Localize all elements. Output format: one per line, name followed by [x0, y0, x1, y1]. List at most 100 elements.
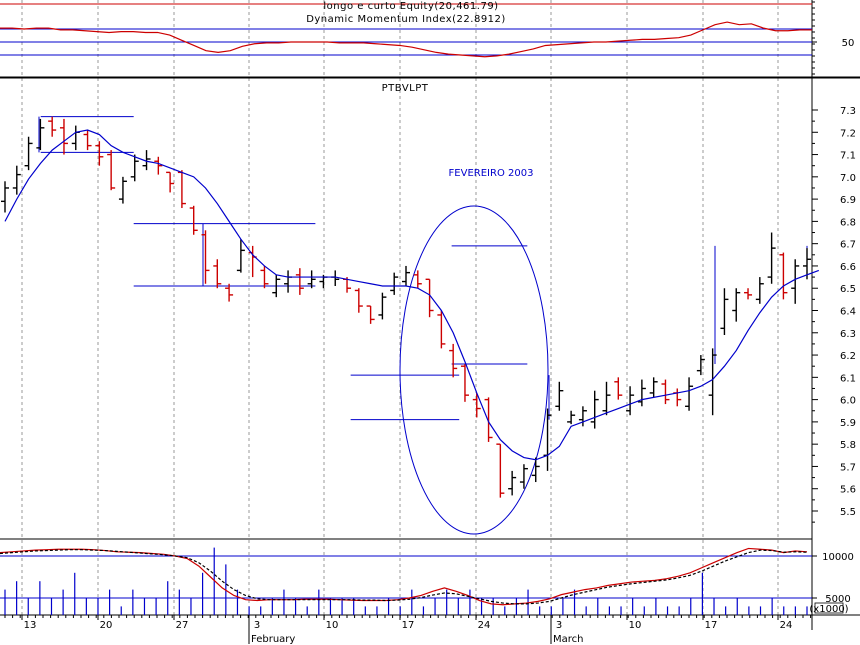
ohlc-bar [36, 118, 45, 151]
equity-header: longo e curto Equity(20,461.79) [323, 1, 498, 12]
ohlc-bar [366, 305, 375, 324]
ohlc-bar [260, 265, 269, 289]
ohlc-bar [767, 232, 776, 284]
x-tick-label: 20 [100, 620, 113, 631]
ohlc-bar [437, 310, 446, 349]
x-tick-label: 27 [176, 620, 189, 631]
dmi-tick-label-50: 50 [842, 38, 855, 49]
x-tick-label: 10 [629, 620, 642, 631]
price-tick-label: 6.9 [840, 195, 856, 206]
dmi-panel: 50 [0, 1, 855, 75]
ohlc-bar [413, 270, 422, 289]
moving-average-line [4, 129, 820, 461]
ohlc-bar [590, 390, 599, 429]
ohlc-bar [720, 288, 729, 336]
ohlc-bar [402, 265, 410, 286]
price-axis: 7.3 7.2 7.1 7.0 6.9 6.8 6.7 6.6 6.5 6.4 6.3 6.2 6.1 6… [812, 106, 856, 523]
annotation-label: FEVEREIRO 2003 [449, 168, 534, 179]
price-tick-label: 5.6 [840, 485, 856, 496]
ohlc-bar [154, 156, 163, 175]
ohlc-bar [425, 278, 434, 318]
price-tick-label: 6.0 [840, 396, 856, 407]
ohlc-bars [1, 116, 811, 498]
ohlc-bar [708, 348, 717, 416]
ohlc-bar [142, 150, 151, 171]
grid-vertical [21, 0, 779, 615]
ohlc-bar [189, 205, 198, 235]
price-panel [1, 116, 820, 535]
price-tick-label: 6.5 [840, 284, 856, 295]
dmi-series-line [0, 21, 812, 58]
panel-frame [0, 0, 860, 630]
ohlc-bar [295, 268, 304, 295]
ohlc-bar [460, 363, 469, 402]
month-label: February [251, 634, 295, 645]
ohlc-bar [578, 406, 587, 427]
x-tick-label: 10 [326, 620, 339, 631]
price-tick-label: 6.2 [840, 351, 856, 362]
price-tick-label: 5.9 [840, 418, 856, 429]
volume-panel: 10000 5000(x1000) [0, 547, 854, 615]
ohlc-bar [602, 381, 611, 416]
price-tick-label: 7.3 [840, 106, 856, 117]
x-tick-label: 17 [705, 620, 718, 631]
ohlc-bar [567, 410, 576, 425]
ohlc-bar [1, 181, 9, 213]
ohlc-bar [779, 252, 788, 300]
ohlc-bar [307, 270, 316, 289]
ohlc-bar [637, 379, 646, 407]
ohlc-bar [508, 470, 517, 496]
ohlc-bar [803, 248, 811, 280]
ohlc-bar [390, 272, 399, 295]
ohlc-bar [213, 259, 222, 289]
x-tick-label: 13 [24, 620, 37, 631]
price-tick-label: 7.0 [840, 173, 856, 184]
ohlc-bar [661, 379, 670, 405]
price-tick-label: 6.6 [840, 262, 856, 273]
price-tick-label: 7.1 [840, 151, 856, 162]
x-tick-label: 3 [556, 620, 562, 631]
ohlc-bar [48, 116, 57, 137]
ohlc-bar [118, 176, 127, 204]
dmi-title: Dynamic Momentum Index(22.8912) [306, 14, 506, 25]
volume-tick-label: 10000 [822, 552, 854, 563]
price-tick-label: 5.7 [840, 462, 856, 473]
ohlc-bar [791, 259, 800, 304]
month-label: March [553, 634, 583, 645]
ohlc-bar [685, 377, 694, 411]
x-tick-label: 24 [780, 620, 793, 631]
ohlc-bar [755, 277, 764, 304]
price-tick-label: 6.7 [840, 240, 856, 251]
ohlc-bar [12, 165, 21, 195]
price-tick-label: 6.1 [840, 373, 856, 384]
ohlc-bar [201, 230, 210, 284]
highlight-ellipse [399, 205, 549, 535]
ohlc-bar [696, 355, 705, 376]
price-tick-label: 6.3 [840, 329, 856, 340]
ohlc-bar [59, 118, 68, 155]
volume-tick-label: 5000 [825, 594, 850, 605]
ohlc-bar [166, 171, 175, 193]
x-tick-label: 24 [478, 620, 491, 631]
ohlc-bar [744, 288, 753, 300]
price-tick-label: 6.8 [840, 217, 856, 228]
ohlc-bar [107, 150, 116, 191]
ohlc-bar [496, 443, 505, 498]
ohlc-bar [484, 397, 493, 442]
oscillator-fast-line [0, 547, 808, 606]
ohlc-bar [378, 292, 387, 320]
ohlc-bar [626, 386, 635, 416]
ohlc-bar [555, 381, 564, 411]
price-tick-label: 5.8 [840, 440, 856, 451]
ohlc-bar [732, 288, 741, 322]
ohlc-bar [225, 283, 234, 302]
main-title: PTBVLPT [382, 83, 429, 94]
support-resistance-lines [38, 116, 808, 421]
ohlc-bar [614, 377, 623, 400]
ohlc-bar [519, 464, 528, 489]
x-axis: 13 20 27 3 10 17 24 3 10 17 24 February March [4, 615, 812, 645]
price-tick-label: 6.4 [840, 307, 856, 318]
